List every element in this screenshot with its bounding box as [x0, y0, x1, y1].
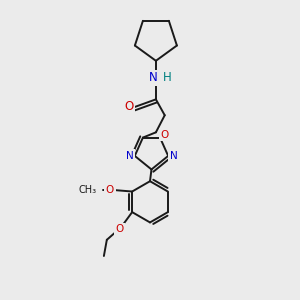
- Text: N: N: [169, 151, 177, 161]
- Text: H: H: [162, 71, 171, 84]
- Text: CH₃: CH₃: [79, 185, 97, 195]
- Text: O: O: [124, 100, 133, 113]
- Text: O: O: [160, 130, 169, 140]
- Text: O: O: [106, 185, 114, 195]
- Text: N: N: [126, 151, 133, 161]
- Text: O: O: [116, 224, 124, 234]
- Text: N: N: [148, 71, 157, 84]
